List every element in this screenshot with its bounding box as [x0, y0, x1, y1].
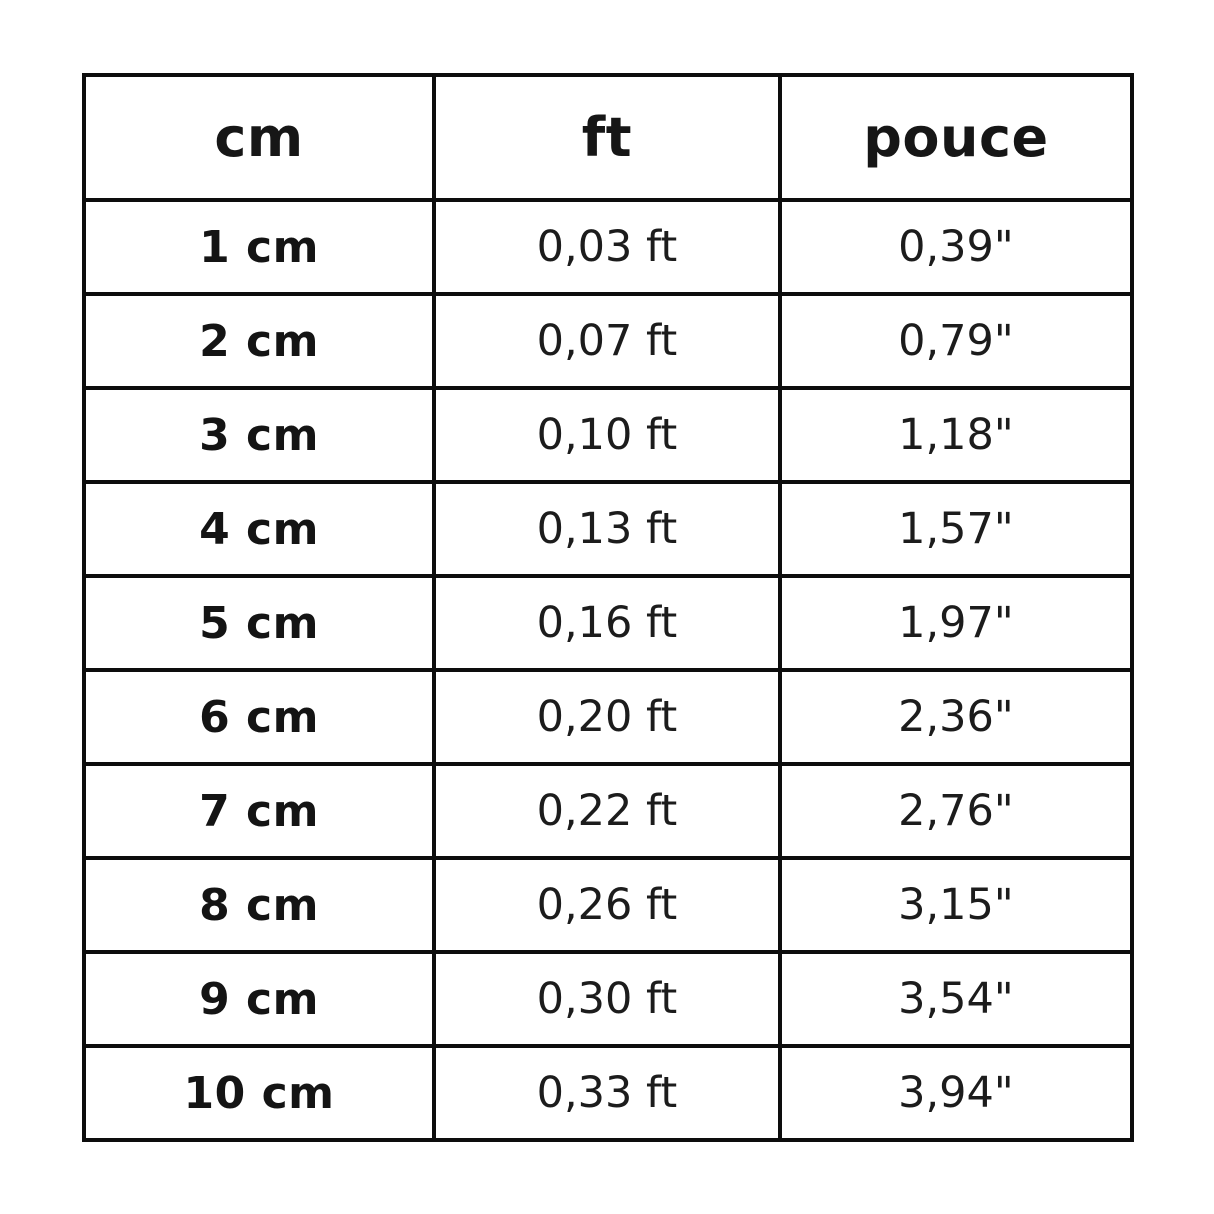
cell-pouce: 3,54" [777, 950, 1135, 1048]
table-row: 3 cm 0,10 ft 1,18" [81, 386, 1135, 484]
cell-pouce: 1,18" [777, 386, 1135, 484]
cell-ft: 0,03 ft [432, 198, 782, 296]
cell-ft: 0,16 ft [432, 574, 782, 672]
cell-pouce: 2,76" [777, 762, 1135, 860]
cell-cm: 2 cm [81, 292, 437, 390]
cell-ft: 0,33 ft [432, 1044, 782, 1142]
table-row: 2 cm 0,07 ft 0,79" [81, 292, 1135, 390]
cell-cm: 6 cm [81, 668, 437, 766]
header-cell-cm: cm [81, 73, 437, 202]
cell-cm: 5 cm [81, 574, 437, 672]
table-row: 1 cm 0,03 ft 0,39" [81, 198, 1135, 296]
cell-pouce: 1,97" [777, 574, 1135, 672]
cell-cm: 8 cm [81, 856, 437, 954]
header-cell-pouce: pouce [777, 73, 1135, 202]
cell-ft: 0,10 ft [432, 386, 782, 484]
cell-ft: 0,26 ft [432, 856, 782, 954]
table-row: 6 cm 0,20 ft 2,36" [81, 668, 1135, 766]
table-row: 8 cm 0,26 ft 3,15" [81, 856, 1135, 954]
cell-pouce: 2,36" [777, 668, 1135, 766]
cell-ft: 0,07 ft [432, 292, 782, 390]
table-row: 5 cm 0,16 ft 1,97" [81, 574, 1135, 672]
table-header-row: cm ft pouce [81, 73, 1135, 202]
cell-ft: 0,20 ft [432, 668, 782, 766]
cell-cm: 4 cm [81, 480, 437, 578]
cell-pouce: 1,57" [777, 480, 1135, 578]
cell-cm: 3 cm [81, 386, 437, 484]
cell-cm: 9 cm [81, 950, 437, 1048]
cell-ft: 0,30 ft [432, 950, 782, 1048]
cell-ft: 0,22 ft [432, 762, 782, 860]
table-row: 4 cm 0,13 ft 1,57" [81, 480, 1135, 578]
header-cell-ft: ft [432, 73, 782, 202]
table-row: 7 cm 0,22 ft 2,76" [81, 762, 1135, 860]
cell-cm: 10 cm [81, 1044, 437, 1142]
cell-ft: 0,13 ft [432, 480, 782, 578]
cell-pouce: 0,79" [777, 292, 1135, 390]
cell-pouce: 3,94" [777, 1044, 1135, 1142]
table-row: 9 cm 0,30 ft 3,54" [81, 950, 1135, 1048]
cell-cm: 1 cm [81, 198, 437, 296]
cell-pouce: 0,39" [777, 198, 1135, 296]
cell-pouce: 3,15" [777, 856, 1135, 954]
cm-ft-pouce-conversion-table: cm ft pouce 1 cm 0,03 ft 0,39" 2 cm 0,07… [81, 73, 1135, 1142]
cell-cm: 7 cm [81, 762, 437, 860]
table-row: 10 cm 0,33 ft 3,94" [81, 1044, 1135, 1142]
